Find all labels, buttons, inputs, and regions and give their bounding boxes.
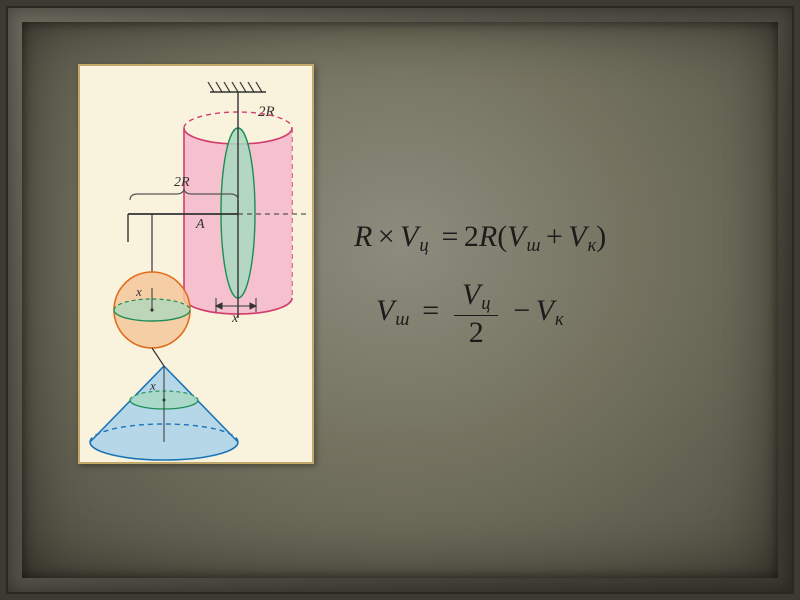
label-2R-top: 2R bbox=[258, 104, 275, 120]
diagram-card: 2R bbox=[78, 64, 314, 464]
label-x-sphere: x bbox=[135, 284, 142, 299]
times-icon: × bbox=[372, 220, 400, 253]
rparen: ) bbox=[596, 220, 606, 253]
var-R: R bbox=[354, 220, 372, 253]
ceiling-icon bbox=[208, 82, 266, 92]
frac-num-V: V bbox=[462, 278, 480, 311]
var-Vsh2: V bbox=[376, 294, 394, 327]
string-to-cone bbox=[152, 348, 164, 366]
minus-icon: − bbox=[508, 294, 536, 327]
svg-text:2R: 2R bbox=[174, 175, 190, 190]
cone-shape bbox=[90, 366, 238, 460]
var-Vsh: V bbox=[507, 220, 525, 253]
equals-icon-2: = bbox=[417, 294, 445, 327]
lparen: ( bbox=[497, 220, 507, 253]
var-Vc: V bbox=[400, 220, 418, 253]
sub-sh: ш bbox=[526, 235, 541, 256]
equals-icon: = bbox=[436, 220, 464, 253]
sphere-shape bbox=[114, 272, 190, 348]
frac-den: 2 bbox=[454, 316, 498, 349]
label-x-cyl: x bbox=[231, 311, 239, 326]
var-Vk2: V bbox=[536, 294, 554, 327]
sub-k: к bbox=[587, 235, 597, 256]
equation-1: R×Vц =2R(Vш+Vк) bbox=[354, 220, 606, 257]
sub-k2: к bbox=[554, 309, 564, 330]
geometry-diagram: 2R bbox=[80, 66, 312, 462]
sub-sh2: ш bbox=[394, 309, 409, 330]
plus-icon: + bbox=[541, 220, 569, 253]
label-x-cone: x bbox=[149, 378, 156, 393]
coef-2: 2 bbox=[464, 220, 479, 253]
frac-num-sub: ц bbox=[480, 293, 490, 314]
sub-c: ц bbox=[418, 235, 428, 256]
label-A: A bbox=[195, 217, 205, 232]
slide: 2R bbox=[0, 0, 800, 600]
var-Vk: V bbox=[568, 220, 586, 253]
var-R2: R bbox=[479, 220, 497, 253]
fraction: Vц 2 bbox=[452, 278, 500, 349]
equation-2: Vш = Vц 2 −Vк bbox=[376, 278, 564, 349]
